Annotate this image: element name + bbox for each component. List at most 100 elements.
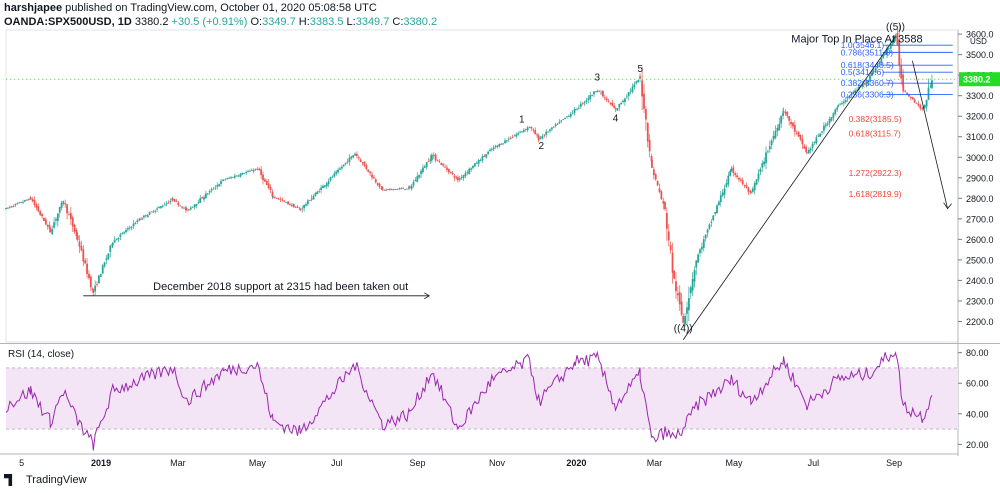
candle-body xyxy=(356,153,358,156)
fib-retracement-label: 1.0(3546.1) xyxy=(841,40,885,50)
candle-body xyxy=(380,187,383,189)
candle-body xyxy=(741,180,744,185)
candle-body xyxy=(492,147,495,150)
candle-body xyxy=(416,176,419,182)
author-name[interactable]: harshjapee xyxy=(4,2,63,14)
fib-retracement-label: 0.618(3448.5) xyxy=(841,60,894,70)
candle-body xyxy=(581,103,584,104)
candle-body xyxy=(803,145,806,149)
candle-body xyxy=(134,223,137,225)
candle-body xyxy=(490,148,493,150)
candle-body xyxy=(821,131,823,133)
candle-body xyxy=(466,172,469,174)
candle-body xyxy=(462,175,465,179)
candle-body xyxy=(624,98,626,102)
candle-body xyxy=(371,174,373,178)
candle-body xyxy=(237,175,240,177)
candle-body xyxy=(596,90,599,92)
wave-label: 4 xyxy=(613,113,619,124)
candle-body xyxy=(479,160,482,161)
support-arrowhead xyxy=(424,292,431,300)
candle-body xyxy=(846,97,849,99)
candle-body xyxy=(389,189,391,190)
candle-body xyxy=(792,122,794,127)
candle-body xyxy=(222,179,225,181)
candle-body xyxy=(826,123,829,125)
candle-body xyxy=(639,76,642,78)
candle-body xyxy=(487,151,490,155)
candle-body xyxy=(761,163,764,168)
candle-body xyxy=(86,263,88,274)
price-ytick-label: 2700.0 xyxy=(966,214,994,224)
candle-body xyxy=(457,177,459,181)
candle-body xyxy=(205,193,207,198)
candle-body xyxy=(387,189,389,190)
candle-body xyxy=(880,58,883,63)
candle-body xyxy=(318,190,321,192)
candle-body xyxy=(509,138,512,139)
candle-body xyxy=(169,200,172,202)
candle-body xyxy=(865,81,868,85)
candle-body xyxy=(39,211,42,215)
candle-body xyxy=(539,137,542,139)
candle-body xyxy=(528,126,531,128)
candle-body xyxy=(53,222,55,228)
candle-body xyxy=(69,213,72,220)
candle-body xyxy=(201,197,204,199)
candle-body xyxy=(374,179,377,183)
candle-body xyxy=(82,249,85,262)
candle-body xyxy=(464,173,467,176)
candle-body xyxy=(357,157,360,159)
candle-body xyxy=(680,301,683,315)
candle-body xyxy=(188,209,190,211)
candle-body xyxy=(526,127,529,131)
candle-body xyxy=(856,89,858,91)
candle-body xyxy=(504,140,506,144)
candle-body xyxy=(41,213,43,217)
candle-body xyxy=(836,107,839,110)
candle-body xyxy=(331,176,334,178)
candle-body xyxy=(406,188,408,190)
candle-body xyxy=(702,239,705,248)
candle-body xyxy=(173,199,176,202)
candle-body xyxy=(904,91,907,93)
candle-body xyxy=(314,193,317,196)
wave-label: ((4)) xyxy=(674,324,693,335)
candle-body xyxy=(56,213,59,221)
candle-body xyxy=(475,163,478,164)
xtick-label: Sep xyxy=(886,458,902,468)
tradingview-logo-icon[interactable] xyxy=(4,474,13,486)
candle-body xyxy=(48,225,51,229)
candle-body xyxy=(637,80,640,83)
candle-body xyxy=(915,103,918,105)
candle-body xyxy=(440,163,443,166)
symbol-label: OANDA:SPX500USD, 1D xyxy=(4,16,132,28)
candle-body xyxy=(224,179,227,181)
xtick-label: May xyxy=(249,458,267,468)
candle-body xyxy=(203,197,205,200)
price-pane-frame xyxy=(5,29,959,343)
wave-label: 3 xyxy=(594,72,600,83)
candle-body xyxy=(569,113,572,117)
candle-body xyxy=(361,162,364,164)
current-price-tag-label: 3380.2 xyxy=(963,75,991,85)
candle-body xyxy=(160,206,162,208)
rsi-ytick-label: 80.00 xyxy=(966,348,989,358)
candle-body xyxy=(532,129,535,131)
candle-body xyxy=(757,173,760,180)
candle-body xyxy=(414,180,417,182)
candle-body xyxy=(429,159,432,161)
candle-body xyxy=(396,188,399,190)
candle-body xyxy=(109,245,112,252)
candle-body xyxy=(662,201,665,204)
candle-body xyxy=(786,111,789,116)
candle-body xyxy=(848,95,851,98)
candle-body xyxy=(602,90,604,97)
candle-body xyxy=(333,173,336,177)
candle-body xyxy=(780,116,783,124)
candle-body xyxy=(92,289,95,293)
price-ytick-label: 2200.0 xyxy=(966,317,994,327)
candle-body xyxy=(103,262,106,267)
candle-body xyxy=(704,234,707,239)
